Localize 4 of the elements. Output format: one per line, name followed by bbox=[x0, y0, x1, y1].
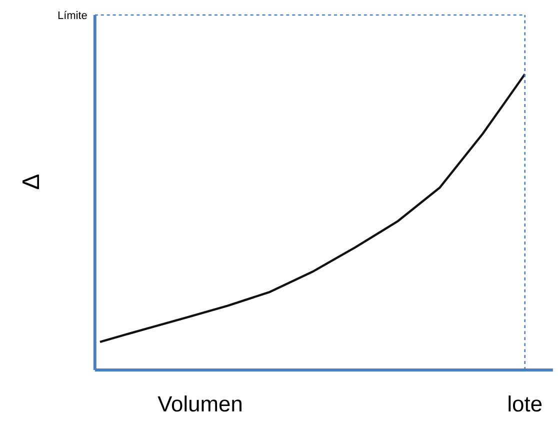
text: lote bbox=[508, 396, 542, 412]
y-axis-title: Δ bbox=[22, 174, 40, 190]
ref-line-label: Límite bbox=[58, 10, 87, 20]
x-axis-title: Volumen bbox=[158, 396, 242, 412]
